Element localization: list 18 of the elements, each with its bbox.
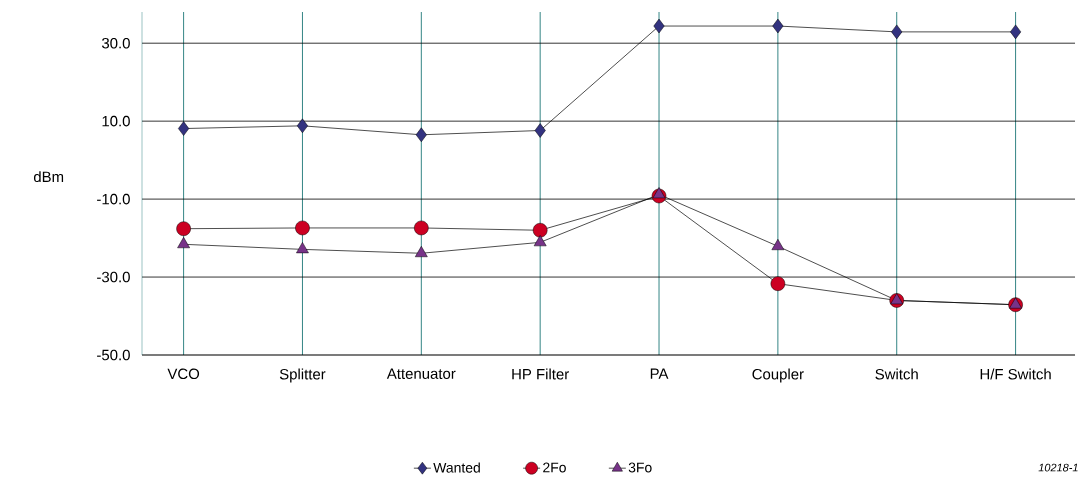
x-tick-label: Attenuator	[386, 368, 456, 379]
text: 10218-1	[1038, 463, 1078, 472]
y-tick-label: 10.0	[102, 115, 130, 127]
y-tick-label: -10.0	[97, 193, 130, 205]
x-tick-label: VCO	[167, 368, 200, 380]
x-tick-label: PA	[650, 368, 669, 379]
legend-label: 3Fo	[628, 462, 652, 473]
y-tick-label: 30.0	[101, 37, 130, 49]
legend-label: 2Fo	[543, 462, 566, 473]
x-tick-label: HP Filter	[512, 368, 569, 380]
y-tick-label: -30.0	[97, 271, 130, 283]
x-tick-label: Splitter	[279, 368, 326, 383]
x-tick-label: H/F Switch	[980, 368, 1051, 380]
y-axis-title: dBm	[33, 171, 64, 183]
y-tick-label: -50.0	[97, 349, 130, 361]
legend-label: Wanted	[433, 462, 480, 473]
x-tick-label: Switch	[875, 368, 918, 380]
x-tick-label: Coupler	[752, 368, 804, 383]
